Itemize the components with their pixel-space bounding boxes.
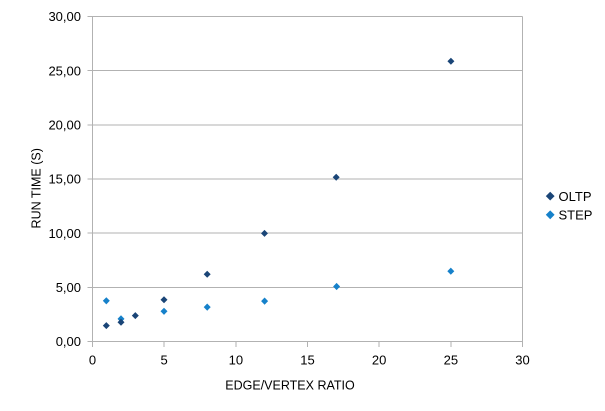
svg-text:20,00: 20,00 bbox=[48, 117, 81, 132]
svg-text:30: 30 bbox=[515, 352, 529, 367]
svg-text:5: 5 bbox=[161, 352, 168, 367]
svg-text:0: 0 bbox=[89, 352, 96, 367]
svg-text:25: 25 bbox=[444, 352, 458, 367]
svg-text:5,00: 5,00 bbox=[56, 280, 81, 295]
svg-text:15: 15 bbox=[300, 352, 314, 367]
svg-text:0,00: 0,00 bbox=[56, 334, 81, 349]
svg-text:RUN TIME (S): RUN TIME (S) bbox=[30, 148, 44, 228]
svg-text:EDGE/VERTEX RATIO: EDGE/VERTEX RATIO bbox=[225, 378, 355, 392]
svg-text:OLTP: OLTP bbox=[559, 189, 592, 204]
svg-text:30,00: 30,00 bbox=[48, 9, 81, 24]
svg-text:20: 20 bbox=[372, 352, 386, 367]
svg-text:25,00: 25,00 bbox=[48, 63, 81, 78]
svg-text:10: 10 bbox=[229, 352, 243, 367]
svg-text:15,00: 15,00 bbox=[48, 172, 81, 187]
svg-text:10,00: 10,00 bbox=[48, 226, 81, 241]
svg-text:STEP: STEP bbox=[559, 208, 593, 223]
